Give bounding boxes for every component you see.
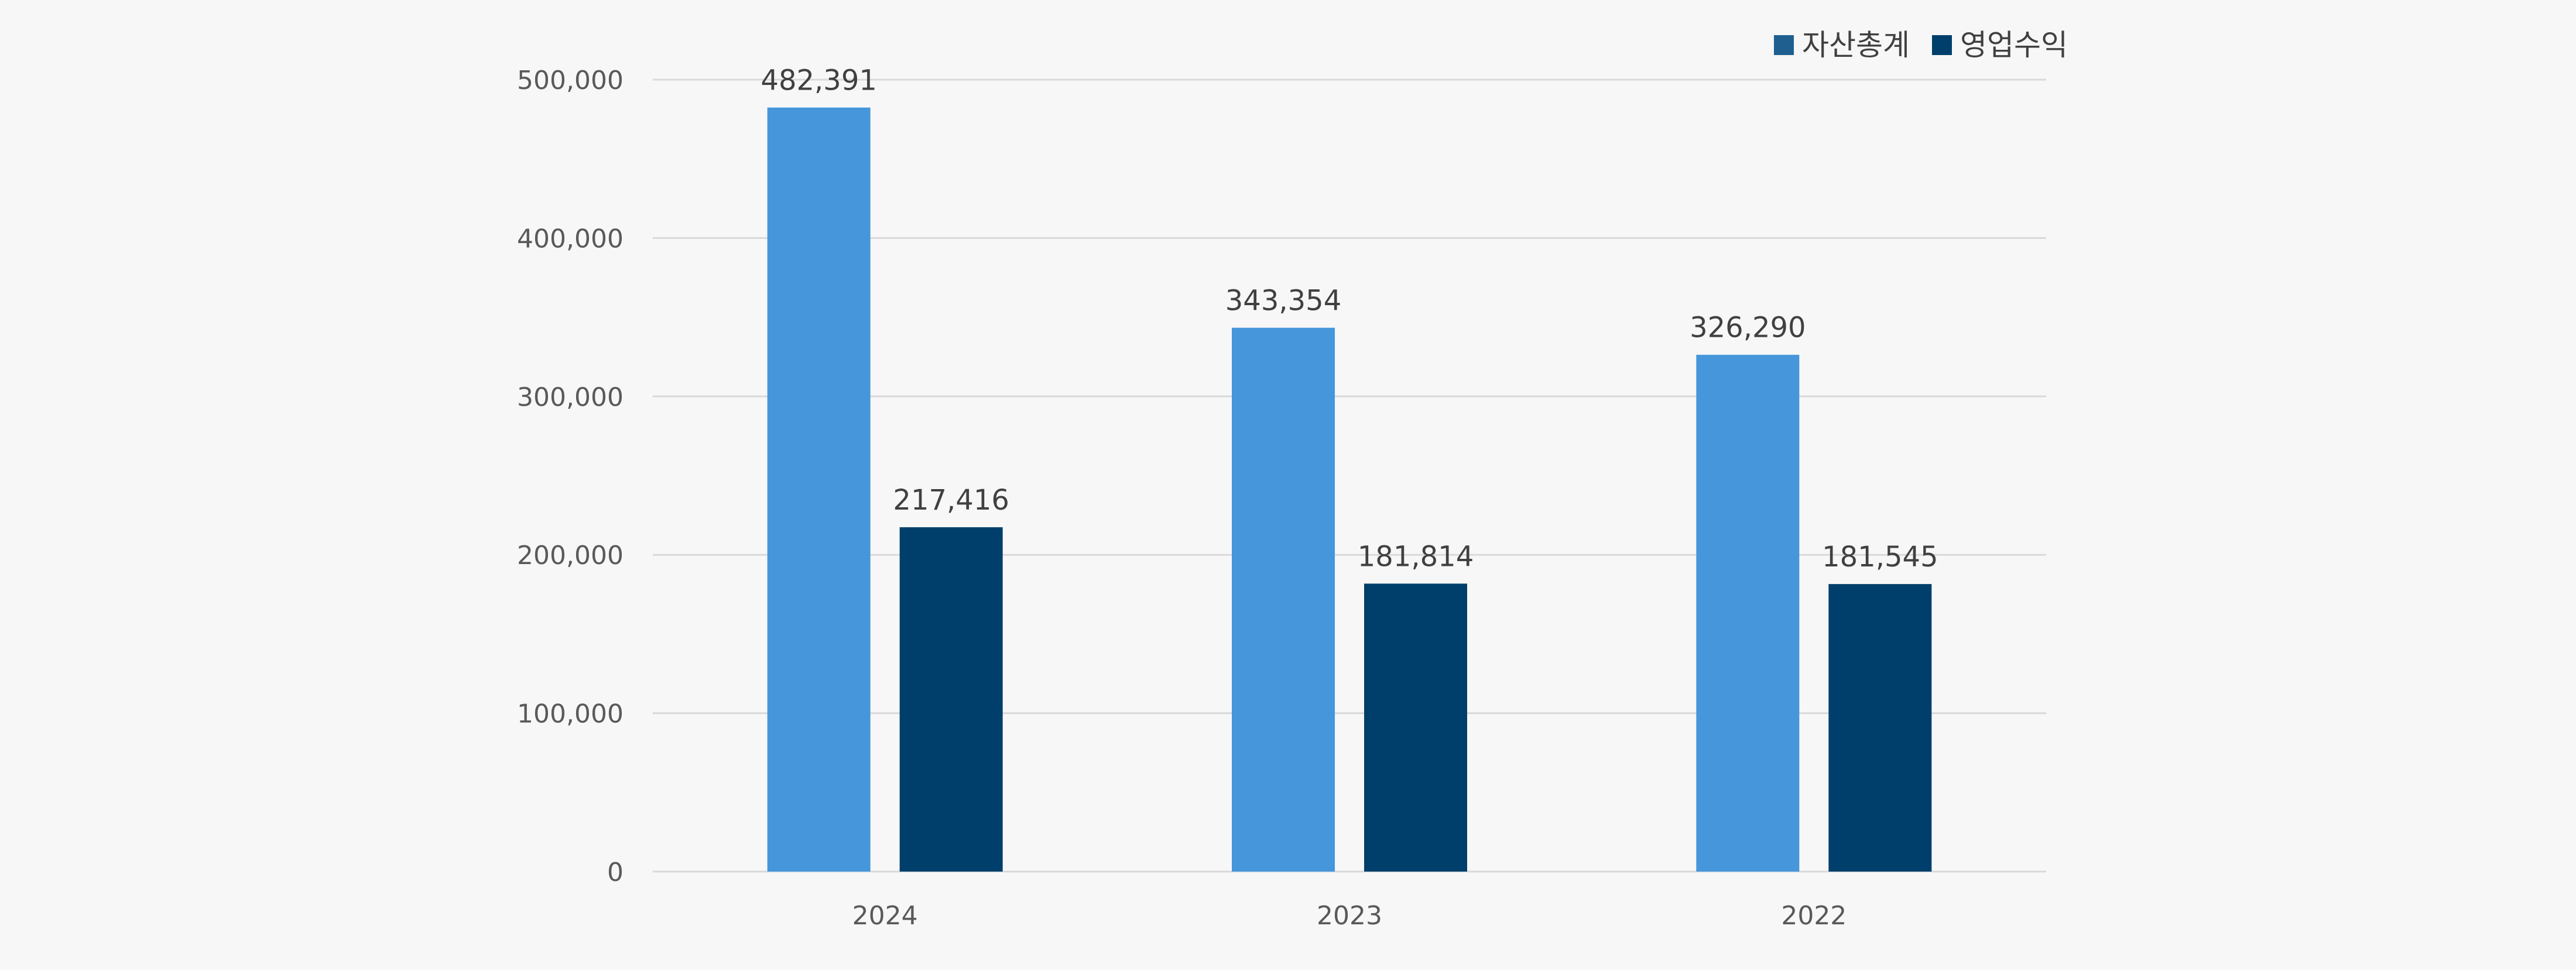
y-tick-label: 400,000 <box>517 224 624 254</box>
legend-item[interactable]: 자산총계 <box>1774 28 1910 62</box>
bar[interactable] <box>899 527 1003 872</box>
data-label: 217,416 <box>893 484 1009 517</box>
bars <box>767 107 1932 872</box>
x-tick-label: 2022 <box>1781 901 1847 931</box>
legend[interactable]: 자산총계 영업수익 <box>1774 28 2068 62</box>
bar[interactable] <box>1828 584 1932 872</box>
legend-swatch <box>1932 35 1952 55</box>
legend-label: 자산총계 <box>1802 28 1910 62</box>
y-tick-label: 200,000 <box>517 541 624 571</box>
y-tick-label: 300,000 <box>517 382 624 412</box>
bar[interactable] <box>1696 354 1800 872</box>
legend-label: 영업수익 <box>1960 28 2068 62</box>
legend-swatch <box>1774 35 1794 55</box>
data-labels: 482,391 217,416 343,354 181,814 326,290 181,5… <box>761 64 1938 573</box>
data-label: 326,290 <box>1690 312 1806 344</box>
data-label: 181,814 <box>1358 540 1474 573</box>
gridlines <box>653 78 2046 873</box>
x-tick-label: 2023 <box>1317 901 1382 931</box>
y-tick-label: 0 <box>607 858 624 887</box>
bar[interactable] <box>767 107 871 872</box>
bar[interactable] <box>1232 327 1335 872</box>
legend-item[interactable]: 영업수익 <box>1932 28 2068 62</box>
data-label: 482,391 <box>761 64 877 97</box>
y-tick-label: 100,000 <box>517 699 624 729</box>
x-axis-ticks: 2024 2023 2022 <box>852 901 1847 931</box>
y-tick-label: 500,000 <box>517 66 624 95</box>
x-tick-label: 2024 <box>852 901 918 931</box>
data-label: 181,545 <box>1822 541 1938 573</box>
bar[interactable] <box>1364 583 1467 872</box>
data-label: 343,354 <box>1225 285 1342 317</box>
y-axis-ticks: 0 100,000 200,000 300,000 400,000 500,000 <box>517 66 624 887</box>
